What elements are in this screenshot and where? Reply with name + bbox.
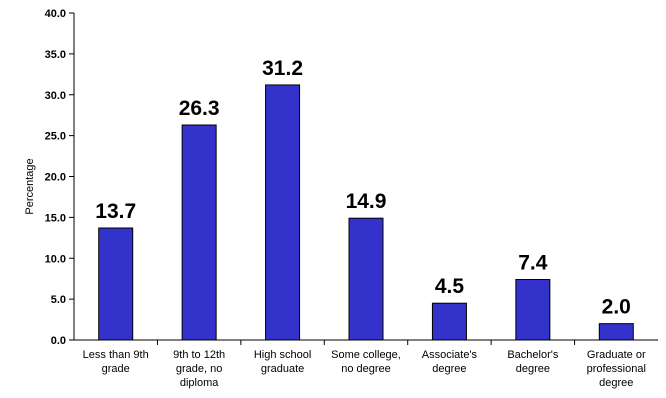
data-label: 14.9	[346, 190, 387, 213]
y-axis-ticks: 0.0 5.0 10.0 15.0 20.0 25.0 30.0 35.0 40.0	[45, 8, 74, 347]
y-tick-label: 15.0	[45, 212, 66, 224]
y-tick-label: 40.0	[45, 8, 66, 20]
data-labels: 13.7 26.3 31.2 14.9 4.5 7.4 2.0	[88, 54, 638, 319]
bar	[181, 124, 217, 341]
category-label: 9th to 12th grade, no diploma	[173, 349, 225, 389]
bar	[265, 84, 301, 341]
category-label: Less than 9th grade	[83, 349, 149, 375]
bar	[515, 279, 551, 341]
data-label: 26.3	[179, 97, 220, 120]
bar	[431, 302, 467, 341]
y-tick-label: 0.0	[51, 335, 66, 347]
bar	[98, 227, 134, 341]
data-label: 13.7	[95, 200, 136, 223]
y-tick-label: 10.0	[45, 253, 66, 265]
data-label-background	[339, 188, 393, 214]
data-label-background	[595, 293, 638, 319]
y-tick-label: 20.0	[45, 172, 66, 184]
category-label: High school graduate	[254, 349, 311, 375]
bar	[348, 217, 384, 341]
bars	[98, 84, 634, 341]
y-tick-label: 25.0	[45, 131, 66, 143]
data-label-background	[255, 54, 310, 80]
data-label-background	[172, 94, 227, 120]
category-label: Bachelor's degree	[507, 349, 559, 375]
data-label-background	[88, 198, 143, 224]
y-axis-title: Percentage	[24, 158, 36, 214]
data-label: 31.2	[262, 57, 303, 80]
data-label: 7.4	[518, 252, 548, 275]
category-label: Associate's degree	[422, 349, 478, 375]
data-label-background	[511, 249, 554, 275]
data-label-background	[428, 273, 471, 299]
y-tick-label: 30.0	[45, 90, 66, 102]
category-label: Graduate or professional degree	[587, 349, 646, 389]
bar	[598, 323, 634, 341]
category-label: Some college, no degree	[331, 349, 401, 375]
category-labels: Less than 9th grade 9th to 12th grade, no di…	[83, 340, 646, 389]
data-label: 2.0	[602, 296, 631, 319]
y-tick-label: 35.0	[45, 49, 66, 61]
data-label: 4.5	[435, 275, 465, 298]
y-tick-label: 5.0	[51, 294, 66, 306]
